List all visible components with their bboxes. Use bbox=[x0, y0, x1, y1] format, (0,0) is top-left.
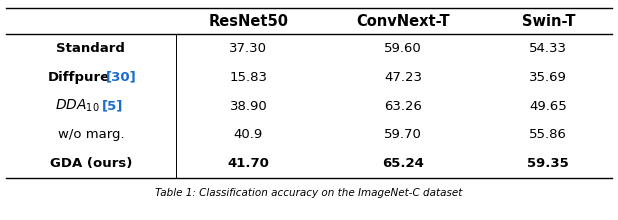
Text: 41.70: 41.70 bbox=[227, 157, 269, 170]
Text: 40.9: 40.9 bbox=[234, 128, 263, 141]
Text: 59.35: 59.35 bbox=[528, 157, 569, 170]
Text: 63.26: 63.26 bbox=[384, 99, 422, 112]
Text: Standard: Standard bbox=[56, 42, 125, 55]
Text: 59.70: 59.70 bbox=[384, 128, 422, 141]
Text: w/o marg.: w/o marg. bbox=[57, 128, 124, 141]
Text: 59.60: 59.60 bbox=[384, 42, 422, 55]
Text: 65.24: 65.24 bbox=[382, 157, 424, 170]
Text: [30]: [30] bbox=[106, 71, 136, 84]
Text: [5]: [5] bbox=[102, 99, 124, 112]
Text: 55.86: 55.86 bbox=[530, 128, 567, 141]
Text: 49.65: 49.65 bbox=[530, 99, 567, 112]
Text: 37.30: 37.30 bbox=[229, 42, 268, 55]
Text: Diffpure: Diffpure bbox=[48, 71, 110, 84]
Text: $DDA_{10}$: $DDA_{10}$ bbox=[54, 98, 99, 114]
Text: Table 1: Classification accuracy on the ImageNet-C dataset: Table 1: Classification accuracy on the … bbox=[155, 188, 463, 198]
Text: GDA (ours): GDA (ours) bbox=[49, 157, 132, 170]
Text: 47.23: 47.23 bbox=[384, 71, 422, 84]
Text: 54.33: 54.33 bbox=[530, 42, 567, 55]
Text: 15.83: 15.83 bbox=[229, 71, 268, 84]
Text: Swin-T: Swin-T bbox=[522, 13, 575, 29]
Text: 38.90: 38.90 bbox=[229, 99, 267, 112]
Text: ResNet50: ResNet50 bbox=[208, 13, 289, 29]
Text: ConvNext-T: ConvNext-T bbox=[356, 13, 450, 29]
Text: 35.69: 35.69 bbox=[530, 71, 567, 84]
